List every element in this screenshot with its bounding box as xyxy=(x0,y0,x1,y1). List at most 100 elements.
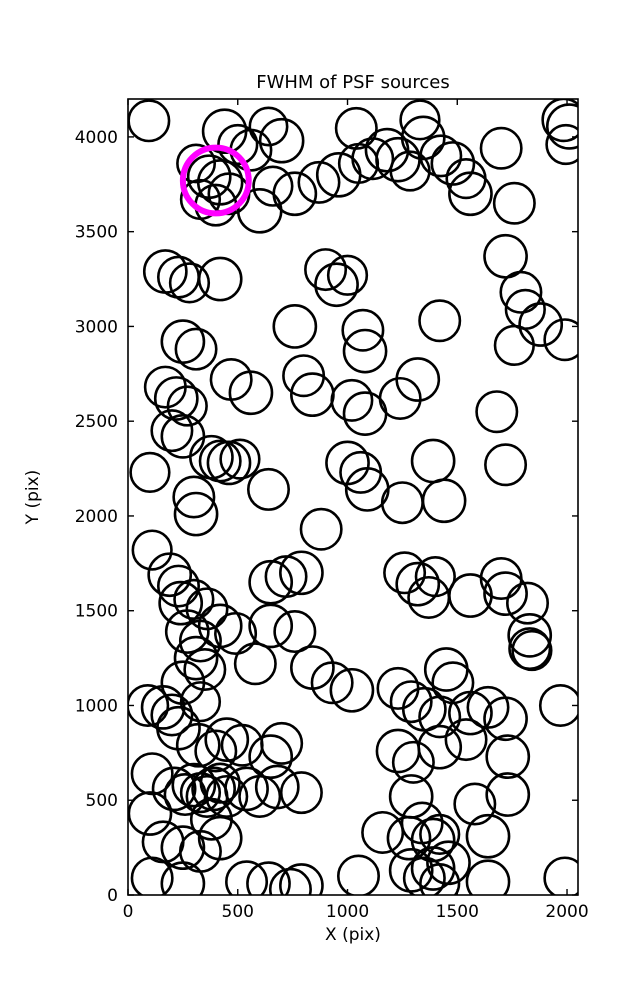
psf-source-circle xyxy=(173,491,219,537)
x-tick-label: 1000 xyxy=(326,902,369,922)
highlighted-source-circle xyxy=(179,144,252,217)
psf-source-circle xyxy=(485,772,531,817)
psf-source-circle xyxy=(466,685,510,729)
psf-source-circle xyxy=(485,734,531,780)
psf-source-circle xyxy=(128,791,173,836)
psf-source-circle xyxy=(166,385,208,427)
selected-source-marker[interactable] xyxy=(179,144,252,217)
psf-source-circle xyxy=(297,160,341,204)
plot-area-background xyxy=(128,99,578,895)
psf-source-circle xyxy=(479,126,523,170)
psf-source-circle xyxy=(150,409,194,453)
psf-source-circle xyxy=(543,318,578,362)
psf-source-circle xyxy=(173,635,219,681)
psf-source-circle xyxy=(273,610,317,654)
psf-source-circle xyxy=(151,766,197,812)
psf-source-circle xyxy=(465,859,511,895)
psf-source-circle xyxy=(194,729,238,773)
y-tick-label: 3000 xyxy=(75,317,118,337)
psf-source-circle xyxy=(417,724,463,770)
psf-source-circle xyxy=(465,813,511,859)
psf-source-circle xyxy=(268,867,312,895)
x-tick-label: 0 xyxy=(123,902,134,922)
psf-source-circle xyxy=(419,863,461,895)
psf-source-circle xyxy=(153,376,199,421)
psf-source-circle xyxy=(418,695,462,739)
psf-source-circle xyxy=(158,580,204,626)
psf-source-circle xyxy=(246,861,291,895)
psf-source-circle xyxy=(304,248,348,292)
psf-source-circle xyxy=(483,696,528,742)
psf-source-circle xyxy=(545,103,578,150)
psf-source-circle xyxy=(272,304,318,349)
psf-source-circle xyxy=(314,262,359,308)
psf-source-circle xyxy=(310,661,354,705)
psf-source-circle xyxy=(419,134,463,178)
psf-source-circle xyxy=(388,847,434,893)
psf-source-circle xyxy=(199,762,241,804)
psf-source-circle xyxy=(248,603,294,649)
psf-source-circle xyxy=(419,813,461,855)
psf-source-circle xyxy=(179,681,222,723)
psf-source-circle xyxy=(248,106,289,147)
psf-source-circle xyxy=(341,308,385,352)
psf-source-circle xyxy=(156,564,200,608)
psf-source-circle xyxy=(399,99,441,141)
psf-source-circle xyxy=(260,721,304,765)
psf-source-circle xyxy=(130,752,174,796)
psf-source-circle xyxy=(543,856,578,895)
psf-source-circle xyxy=(173,578,215,620)
psf-source-circle xyxy=(511,629,553,672)
psf-source-circle xyxy=(326,254,369,296)
psf-source-circle xyxy=(219,438,261,480)
psf-source-circle xyxy=(171,762,217,808)
psf-source-circle xyxy=(174,327,218,371)
psf-source-circle xyxy=(205,774,249,818)
x-tick-label: 2000 xyxy=(545,902,588,922)
psf-source-circle xyxy=(426,840,471,886)
y-tick-label: 1500 xyxy=(75,602,118,622)
psf-source-circle xyxy=(183,647,227,691)
x-tick-label: 1500 xyxy=(436,902,479,922)
psf-source-circle xyxy=(254,764,300,810)
psf-source-circle xyxy=(204,717,250,762)
psf-source-circle xyxy=(364,127,410,173)
psf-source-circle xyxy=(389,680,433,724)
psf-source-circle xyxy=(448,690,493,736)
y-axis-ticks: 0 500 1000 1500 2000 2500 3000 3500 4000 xyxy=(75,128,578,906)
psf-source-circle xyxy=(147,552,193,598)
y-tick-label: 0 xyxy=(107,886,118,906)
psf-source-circle xyxy=(342,328,388,374)
psf-source-circle xyxy=(214,611,258,655)
psf-source-circle xyxy=(351,137,395,181)
x-tick-label: 500 xyxy=(222,902,254,922)
psf-source-circle xyxy=(492,181,536,225)
psf-source-circle xyxy=(414,555,456,598)
psf-source-circle xyxy=(279,550,324,596)
page-title: FWHM of PSF sources xyxy=(256,72,450,93)
psf-source-circle xyxy=(518,302,564,347)
psf-source-circle xyxy=(386,815,432,861)
x-axis-label: X (pix) xyxy=(325,925,381,945)
psf-source-circle xyxy=(233,642,277,686)
psf-source-circle xyxy=(164,609,210,654)
psf-source-circle xyxy=(225,860,269,895)
y-tick-label: 2500 xyxy=(75,412,118,432)
psf-source-circle xyxy=(150,693,194,737)
psf-source-circle xyxy=(541,99,578,143)
psf-source-circle xyxy=(252,165,294,207)
psf-source-circle xyxy=(248,734,294,780)
psf-source-circle xyxy=(191,766,236,812)
y-axis-label: Y (pix) xyxy=(23,470,43,526)
psf-source-circle xyxy=(246,467,290,511)
psf-source-circle xyxy=(129,451,171,493)
psf-source-circle xyxy=(160,825,206,870)
psf-source-circle xyxy=(395,561,441,607)
psf-source-circle xyxy=(418,299,462,343)
psf-source-circle xyxy=(131,529,173,571)
y-tick-label: 4000 xyxy=(75,128,118,148)
psf-source-circle xyxy=(378,376,422,420)
psf-source-circle xyxy=(448,171,493,217)
x-axis-ticks: 0 500 1000 1500 2000 xyxy=(123,99,589,922)
psf-source-circle xyxy=(130,856,174,895)
